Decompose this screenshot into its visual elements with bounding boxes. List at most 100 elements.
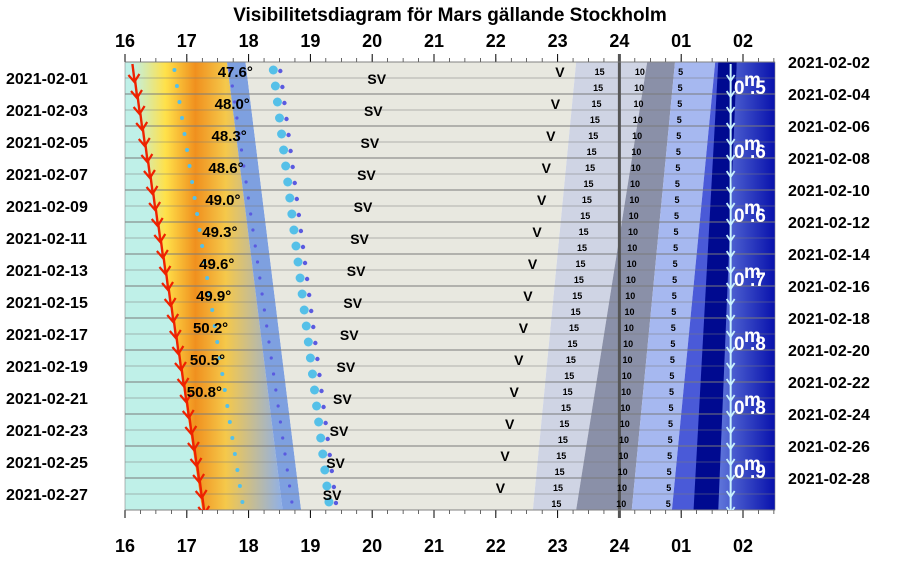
- magnitude-prefix: 0: [734, 206, 745, 227]
- altitude-tick-label: 5: [674, 211, 679, 221]
- sunset-arrow: [149, 175, 154, 193]
- sunset-arrow: [190, 431, 196, 449]
- hour-label-top: 01: [671, 31, 691, 51]
- altitude-tick-label: 10: [620, 419, 630, 429]
- mars-dot-tiny: [237, 132, 241, 136]
- altitude-tick-label: 5: [674, 195, 679, 205]
- magnitude-label: 0 m.7: [734, 262, 766, 291]
- mars-dot-tiny: [287, 484, 292, 488]
- altitude-tick-label: 5: [678, 67, 683, 77]
- sunset-arrow: [162, 255, 167, 273]
- mars-dot-small: [317, 372, 322, 378]
- sunset-arrow: [198, 479, 203, 497]
- mars-dot-tiny: [233, 100, 237, 104]
- magnitude-label: 0 m.6: [734, 198, 766, 227]
- magnitude-unit: m: [744, 454, 761, 475]
- altitude-tick-label: 15: [567, 339, 577, 349]
- magnitude-label: 0 m.5: [734, 70, 766, 99]
- southwest-marker: SV: [354, 199, 373, 215]
- mars-dot-small: [306, 292, 312, 298]
- date-label-left: 2021-02-21: [6, 391, 88, 408]
- altitude-tick-label: 15: [561, 403, 571, 413]
- mars-dot: [210, 308, 215, 312]
- west-marker: V: [505, 416, 515, 432]
- mars-dot-tiny: [251, 228, 255, 232]
- mars-dot-small: [290, 164, 295, 170]
- mars-dot-tiny: [235, 116, 239, 120]
- altitude-tick-label: 5: [675, 179, 680, 189]
- date-label-right: 2021-02-22: [788, 375, 870, 392]
- mars-dot-large: [299, 305, 309, 315]
- max-altitude-label: 48.6°: [208, 160, 243, 177]
- altitude-tick-label: 5: [670, 339, 675, 349]
- mars-dot-tiny: [285, 468, 289, 472]
- date-label-left: 2021-02-05: [6, 135, 88, 152]
- altitude-tick-label: 15: [571, 307, 581, 317]
- altitude-tick-label: 10: [619, 435, 629, 445]
- mars-dot-large: [314, 417, 324, 427]
- magnitude-unit: m: [744, 198, 761, 219]
- mars-dot-tiny: [271, 372, 276, 376]
- mars-dot-tiny: [265, 324, 269, 328]
- max-altitude-label: 50.8°: [187, 384, 222, 401]
- mars-dot-large: [275, 113, 284, 123]
- date-label-left: 2021-02-15: [6, 295, 88, 312]
- southwest-marker: SV: [326, 455, 345, 471]
- mars-dot: [212, 324, 217, 328]
- mars-dot-tiny: [260, 292, 264, 296]
- max-altitude-label: 49.9°: [196, 288, 231, 305]
- sunset-arrow: [180, 367, 185, 385]
- mars-dot-tiny: [274, 388, 278, 392]
- row-grid: [124, 54, 776, 518]
- altitude-tick-label: 15: [593, 83, 603, 93]
- sunset-arrow: [170, 303, 175, 321]
- mars-dot-large: [289, 225, 299, 235]
- mars-dot-large: [285, 193, 295, 203]
- altitude-tick-label: 5: [672, 275, 677, 285]
- date-label-right: 2021-02-10: [788, 183, 870, 200]
- west-marker: V: [500, 448, 510, 464]
- mars-dot: [182, 132, 187, 136]
- altitude-tick-label: 5: [668, 419, 673, 429]
- altitude-tick-label: 5: [677, 99, 682, 109]
- mars-dot-tiny: [276, 404, 280, 408]
- mars-dot-tiny: [228, 68, 232, 72]
- mars-dot-small: [302, 260, 308, 266]
- west-marker: V: [532, 224, 542, 240]
- mars-dot-large: [301, 321, 311, 331]
- mars-dot: [192, 196, 197, 200]
- chart-marks: [127, 63, 736, 510]
- max-altitude-label: 50.5°: [190, 352, 225, 369]
- sunset-arrow-head: [197, 505, 211, 510]
- mars-dot-small: [286, 132, 291, 138]
- date-label-left: 2021-02-09: [6, 199, 88, 216]
- magnitude-label: 0 m.9: [734, 454, 766, 483]
- mars-dot-small: [288, 148, 293, 154]
- sunset-arrow: [201, 495, 206, 510]
- date-label-left: 2021-02-03: [6, 103, 88, 120]
- sunset-arrow: [177, 351, 183, 369]
- date-label-right: 2021-02-06: [788, 119, 870, 136]
- west-marker: V: [510, 384, 520, 400]
- hour-label-bottom: 19: [300, 536, 320, 556]
- date-label-left: 2021-02-17: [6, 327, 88, 344]
- altitude-tick-label: 10: [618, 451, 628, 461]
- altitude-tick-label: 10: [633, 115, 643, 125]
- mars-dot-tiny: [281, 436, 285, 440]
- mars-dot-tiny: [249, 212, 253, 216]
- west-marker: V: [523, 288, 533, 304]
- magnitude-label: 0 m.6: [734, 134, 766, 163]
- mars-dot-large: [305, 353, 315, 363]
- altitude-tick-label: 15: [553, 483, 563, 493]
- magnitude-value: .6: [750, 142, 766, 163]
- magnitude-unit: m: [744, 262, 761, 283]
- altitude-tick-label: 10: [630, 179, 640, 189]
- magnitude-prefix: 0: [734, 398, 745, 419]
- magnitude-unit: m: [744, 70, 761, 91]
- mars-dot-small: [325, 436, 330, 442]
- west-marker: V: [528, 256, 538, 272]
- magnitude-value: .9: [750, 462, 766, 483]
- altitude-tick-label: 10: [634, 83, 644, 93]
- max-altitude-label: 47.6°: [218, 64, 253, 81]
- date-label-right: 2021-02-26: [788, 439, 870, 456]
